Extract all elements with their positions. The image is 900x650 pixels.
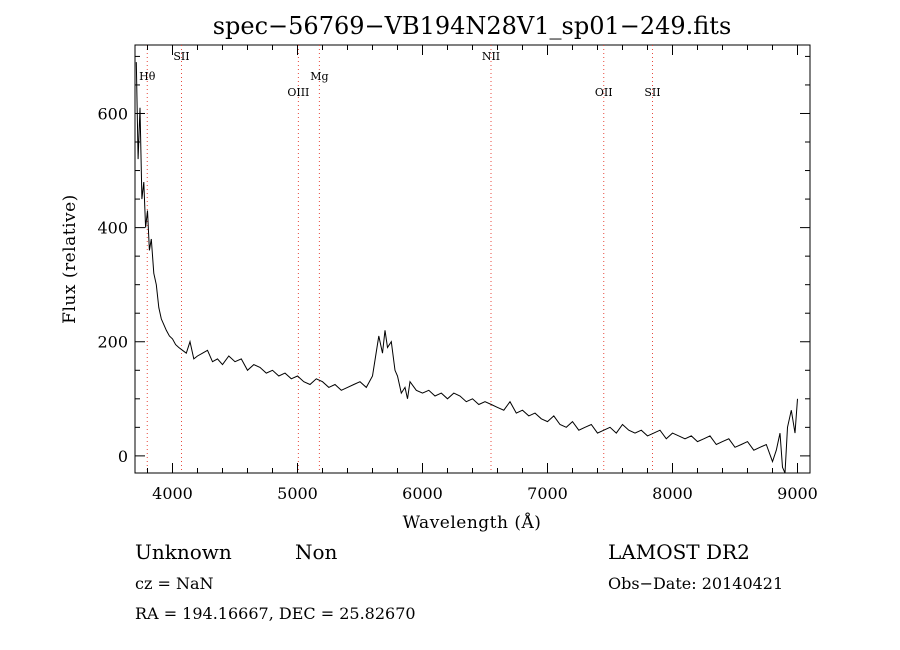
- axis-tick-labels: 4000 5000 6000 7000 8000 9000 0 200 400 600: [97, 104, 817, 503]
- emission-line-label: OII: [595, 86, 613, 99]
- emission-line-label: Mg: [310, 70, 328, 83]
- y-tick-label: 600: [97, 104, 128, 123]
- x-tick-label: 9000: [777, 484, 818, 503]
- x-tick-label: 7000: [527, 484, 568, 503]
- axis-ticks: [135, 45, 810, 473]
- info-block: Unknown Non cz = NaN RA = 194.16667, DEC…: [135, 540, 783, 623]
- x-tick-label: 5000: [277, 484, 318, 503]
- emission-line-label: OIII: [287, 86, 309, 99]
- y-tick-label: 0: [118, 447, 128, 466]
- object-subclass: Non: [295, 540, 338, 564]
- emission-line-label: Hθ: [139, 70, 156, 83]
- chart-title: spec−56769−VB194N28V1_sp01−249.fits: [213, 12, 732, 40]
- x-tick-label: 6000: [402, 484, 443, 503]
- object-class: Unknown: [135, 540, 232, 564]
- y-tick-label: 400: [97, 219, 128, 238]
- observation-date: Obs−Date: 20140421: [608, 574, 783, 593]
- emission-line-label: SII: [644, 86, 660, 99]
- emission-line-label: SII: [173, 50, 189, 63]
- redshift-value: cz = NaN: [135, 574, 214, 593]
- x-tick-label: 4000: [152, 484, 193, 503]
- y-tick-label: 200: [97, 333, 128, 352]
- y-axis-label: Flux (relative): [60, 194, 80, 324]
- x-tick-label: 8000: [652, 484, 693, 503]
- x-axis-label: Wavelength (Å): [403, 512, 542, 533]
- spectrum-series-line: [135, 62, 798, 474]
- emission-line-label: NII: [482, 50, 500, 63]
- survey-name: LAMOST DR2: [608, 540, 750, 564]
- coordinates: RA = 194.16667, DEC = 25.82670: [135, 604, 416, 623]
- plot-frame: [134, 44, 811, 474]
